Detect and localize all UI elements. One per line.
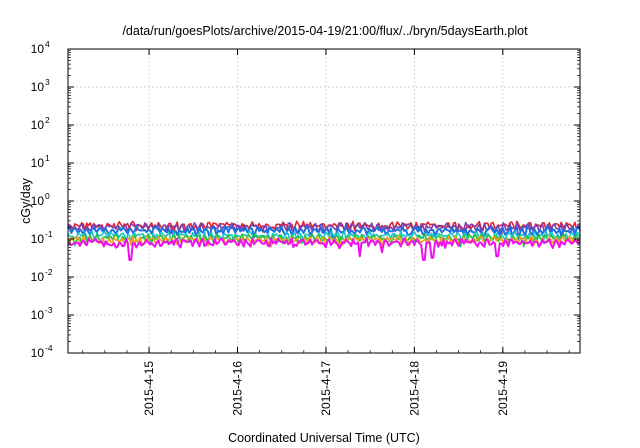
- y-tick-exponent: 2: [45, 115, 50, 125]
- y-tick-label: 10: [31, 80, 45, 94]
- series-line: [67, 237, 581, 261]
- y-tick-exponent: 4: [45, 39, 50, 49]
- y-tick-exponent: -2: [45, 267, 53, 277]
- x-tick-label: 2015-4-19: [496, 361, 510, 416]
- y-tick-label: 10: [31, 308, 45, 322]
- y-tick-exponent: -4: [45, 343, 53, 353]
- x-tick-label: 2015-4-15: [142, 361, 156, 416]
- y-tick-label: 10: [31, 232, 45, 246]
- y-tick-label: 10: [31, 118, 45, 132]
- x-tick-label: 2015-4-16: [231, 361, 245, 416]
- y-tick-exponent: -3: [45, 305, 53, 315]
- y-tick-label: 10: [31, 270, 45, 284]
- y-tick-exponent: 1: [45, 153, 50, 163]
- grid-lines: [68, 49, 580, 353]
- y-tick-exponent: -1: [45, 229, 53, 239]
- x-tick-label: 2015-4-18: [407, 361, 421, 416]
- y-tick-label: 10: [31, 194, 45, 208]
- chart-title: /data/run/goesPlots/archive/2015-04-19/2…: [122, 24, 528, 38]
- y-tick-exponent: 3: [45, 77, 50, 87]
- x-tick-label: 2015-4-17: [319, 361, 333, 416]
- series-line: [67, 234, 581, 248]
- y-tick-label: 10: [31, 156, 45, 170]
- y-tick-label: 10: [31, 42, 45, 56]
- x-axis-label: Coordinated Universal Time (UTC): [228, 431, 420, 445]
- y-tick-exponent: 0: [45, 191, 50, 201]
- y-axis-label: cGy/day: [19, 177, 33, 224]
- data-series: [67, 220, 581, 261]
- series-line: [67, 230, 581, 246]
- x-axis-ticks: 2015-4-15 2015-4-16 2015-4-17 2015-4-18 2015…: [82, 49, 570, 416]
- series-line: [67, 233, 581, 248]
- y-tick-label: 10: [31, 346, 45, 360]
